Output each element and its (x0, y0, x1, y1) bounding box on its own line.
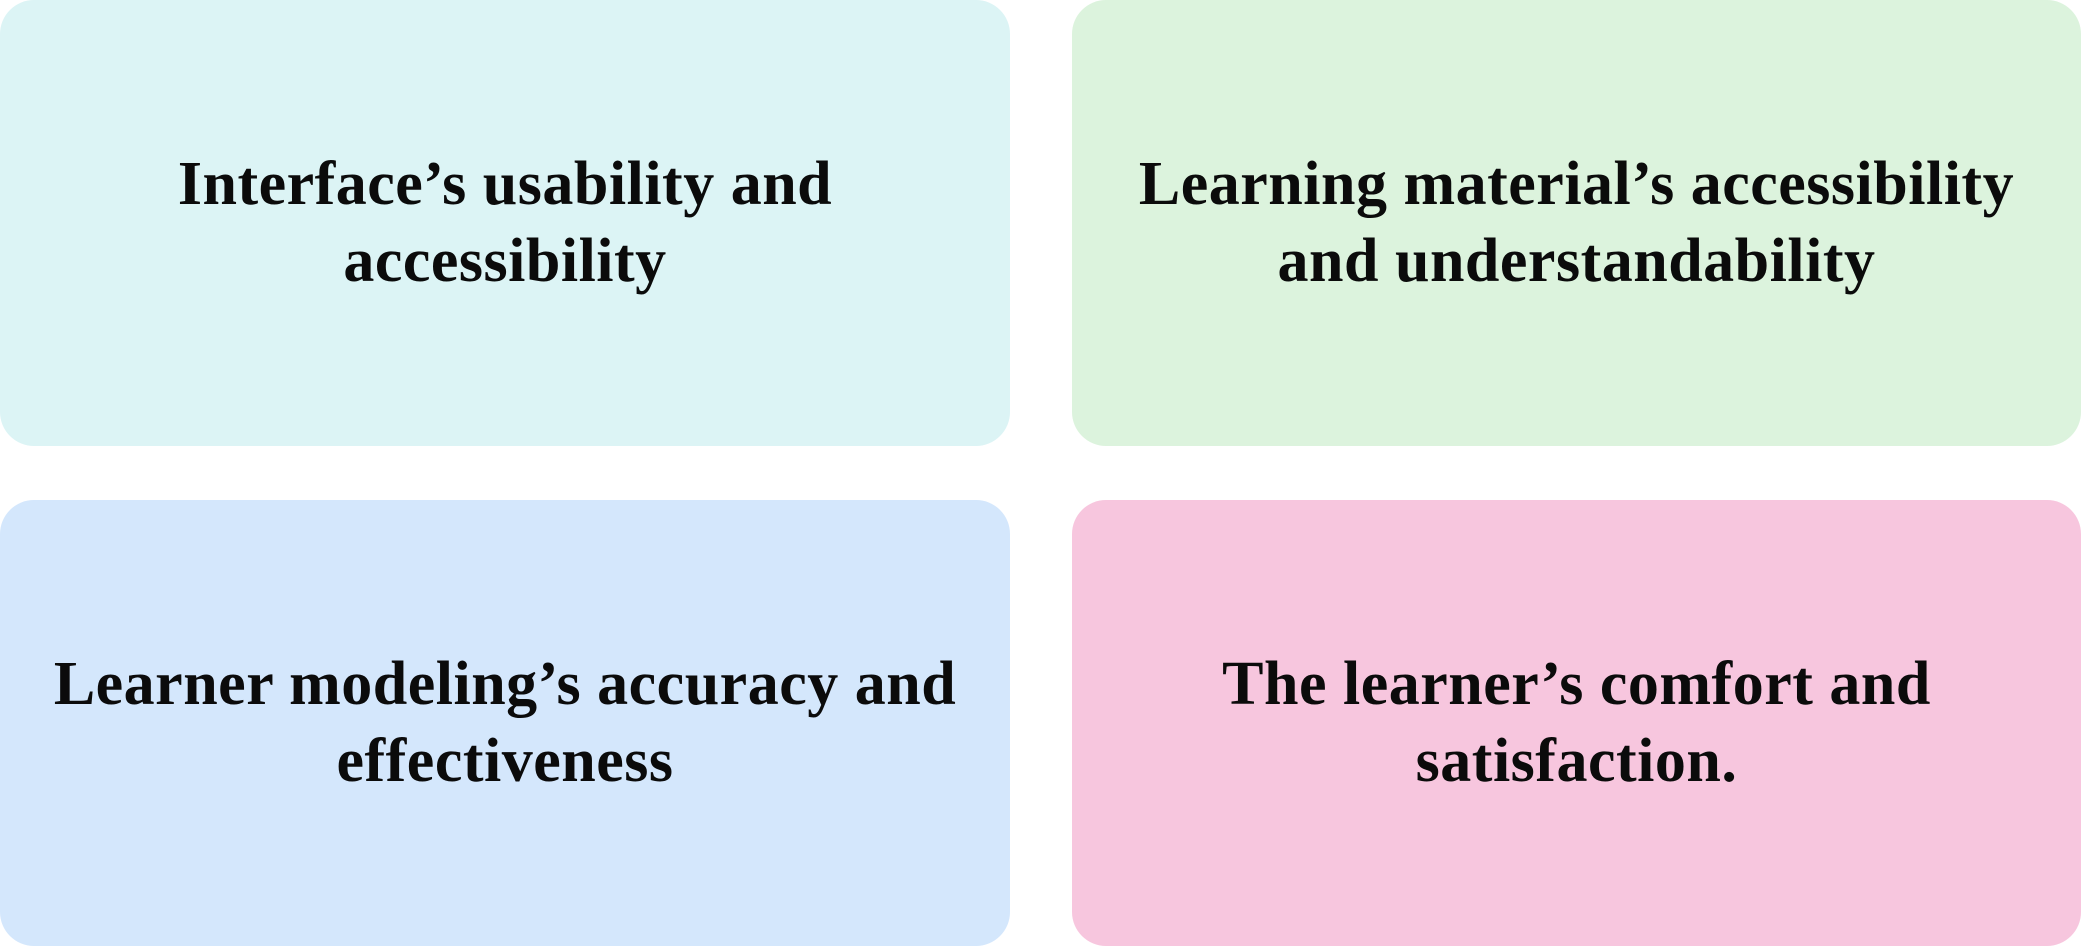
card-label: The learner’s comfort and satisfaction. (1222, 650, 1931, 795)
card-learner-comfort: The learner’s comfort and satisfaction. (1072, 500, 2081, 946)
card-label: Learning material’s accessibility and un… (1138, 150, 2015, 295)
card-interface-usability: Interface’s usability and accessibility (0, 0, 1010, 446)
card-label: Interface’s usability and accessibility (177, 150, 833, 295)
card-label: Learner modeling’s accuracy and effectiv… (53, 650, 957, 795)
card-learner-modeling: Learner modeling’s accuracy and effectiv… (0, 500, 1010, 946)
card-learning-material: Learning material’s accessibility and un… (1072, 0, 2081, 446)
